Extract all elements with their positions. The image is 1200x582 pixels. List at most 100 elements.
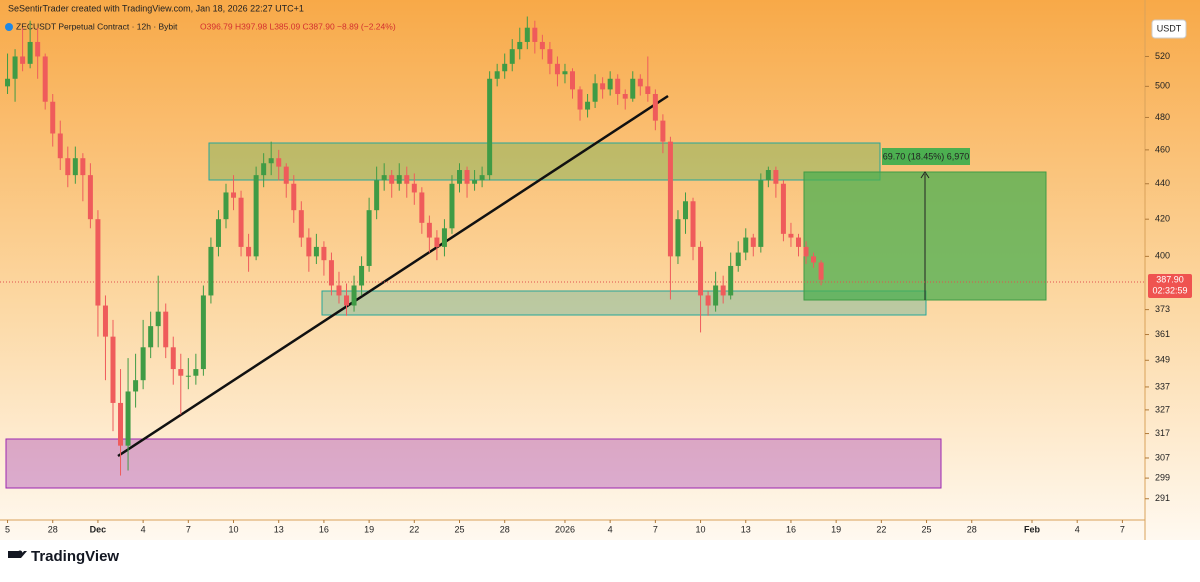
candle-body [562,71,568,75]
candle-body [133,380,139,392]
candle-body [750,237,756,247]
candle-body [276,158,282,167]
candle-body [457,170,463,184]
candle-body [321,246,327,261]
candle-body [795,237,801,247]
currency: USDT [1157,23,1182,33]
candle-body [283,166,289,184]
candle-body [27,41,33,64]
candle-body [434,237,440,247]
x-tick-label: 19 [364,524,374,534]
y-tick-label: 337 [1155,381,1170,391]
x-tick-label: 7 [186,524,191,534]
candle-body [720,285,726,296]
candle-body [238,197,244,247]
y-tick-label: 420 [1155,214,1170,224]
logo-slash [18,551,27,558]
x-tick-label: 4 [608,524,613,534]
candle-body [208,246,214,296]
x-tick-label: 7 [1120,524,1125,534]
candle-body [600,83,606,90]
currency-box [1151,19,1187,39]
candle-body [441,228,447,247]
candle-body [539,41,545,50]
candle-body [351,285,357,306]
candle-body [426,222,432,238]
candle-body [298,210,304,238]
x-tick-label: Feb [1024,524,1041,534]
x-tick-label: 16 [786,524,796,534]
candle-body [660,120,666,142]
candle-body [419,192,425,223]
candle-body [80,158,86,176]
brand: TradingView [8,548,119,565]
candle-body [185,375,191,377]
x-tick-label: 28 [967,524,977,534]
candle-body [811,256,817,263]
candle-body [675,219,681,257]
candle-body [313,246,319,257]
candle-body [20,56,26,64]
x-tick-label: 25 [454,524,464,534]
candle-body [502,63,508,72]
y-tick-label: 500 [1155,81,1170,91]
candle-body [125,391,131,446]
candle-body [487,78,493,176]
candle-body [12,56,18,79]
candle-body [291,183,297,211]
candle-body [155,311,161,327]
candle-body [773,170,779,184]
candle-body [110,336,116,403]
x-tick-label: 22 [876,524,886,534]
candle-body [758,180,764,247]
logo-mark [8,551,20,558]
y-tick-label: 460 [1155,144,1170,154]
candle-body [336,285,342,296]
candle-body [622,94,628,99]
y-tick-label: 317 [1155,428,1170,438]
x-tick-label: 4 [141,524,146,534]
candle-body [102,305,108,337]
candle-body [72,158,78,176]
candle-body [163,311,169,348]
x-tick-label: 7 [653,524,658,534]
x-tick-label: 16 [319,524,329,534]
candle-body [449,183,455,229]
candle-body [735,252,741,266]
candle-body [42,56,48,102]
candle-body [788,233,794,238]
candle-body [344,295,350,306]
candle-body [396,175,402,184]
x-tick-label: 10 [229,524,239,534]
trend-line [117,94,669,458]
candle-body [690,201,696,247]
candle-body [524,27,530,42]
candle-body [215,219,221,247]
last-price: 387.90 [1156,274,1184,284]
y-tick-label: 400 [1155,251,1170,261]
candle-body [592,83,598,102]
candle-body [5,78,11,87]
candle-body [148,326,154,348]
candle-body [713,285,719,306]
candle-body [170,347,176,370]
y-tick-label: 480 [1155,112,1170,122]
y-tick-label: 327 [1155,404,1170,414]
candle-body [359,265,365,286]
candle-body [389,175,395,184]
candle-body [411,183,417,193]
y-tick-label: 291 [1155,493,1170,503]
candle-body [140,347,146,381]
candle-body [765,170,771,181]
candle-body [554,63,560,75]
x-tick-label: 4 [1075,524,1080,534]
candle-body [652,94,658,121]
candle-body [381,175,387,181]
x-tick-label: 13 [741,524,751,534]
candle-body [374,180,380,211]
candle-body [698,246,704,296]
y-tick-label: 440 [1155,178,1170,188]
last-price-tag [1148,274,1192,298]
x-tick-label: 10 [696,524,706,534]
candle-body [570,71,575,90]
